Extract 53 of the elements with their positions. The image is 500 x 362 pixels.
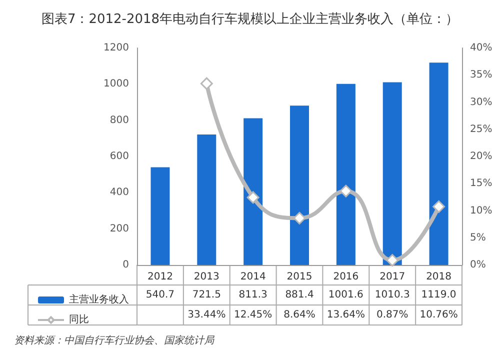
x-tick-label: 2012: [147, 272, 173, 282]
bar: [197, 134, 216, 265]
bar: [244, 118, 263, 265]
y2-tick-label: 20%: [470, 151, 492, 162]
y-tick-label: 1000: [104, 78, 129, 90]
x-tick-label: 2015: [286, 272, 312, 282]
data-label: 540.7: [146, 290, 175, 300]
legend-label: 主营业务收入: [69, 294, 129, 306]
y-tick-label: 800: [110, 114, 129, 126]
data-label: 12.45%: [234, 310, 272, 320]
y2-tick-label: 0%: [470, 260, 486, 270]
y2-tick-label: 10%: [470, 205, 492, 216]
y-tick-label: 200: [110, 223, 129, 234]
data-label: 1001.6: [328, 290, 364, 300]
x-tick-label: 2018: [426, 272, 452, 282]
text: 资料来源：中国自行车行业协会、国家统计局: [14, 334, 215, 346]
y-tick-label: 600: [110, 151, 129, 162]
y-tick-label: 0: [122, 260, 129, 270]
y-tick-label: 400: [110, 187, 129, 198]
y-tick-label: 1200: [104, 42, 129, 54]
data-label: 33.44%: [188, 310, 226, 320]
point: [386, 254, 399, 267]
y2-tick-label: 35%: [470, 70, 492, 81]
data-label: 881.4: [285, 290, 314, 300]
y2-tick-label: 5%: [470, 232, 486, 244]
data-label: 10.76%: [420, 310, 458, 320]
chart-title: 图表7：2012-2018年电动自行车规模以上企业主营业务收入（单位：）: [41, 11, 459, 27]
data-label: 8.64%: [284, 310, 316, 320]
data-label: 811.3: [238, 290, 268, 300]
bar: [290, 106, 309, 265]
y2-tick-label: 25%: [470, 124, 492, 135]
point: [432, 200, 446, 213]
x-tick-label: 2013: [194, 272, 220, 282]
data-label: 13.64%: [326, 310, 365, 320]
y2-tick-label: 30%: [470, 96, 492, 108]
point: [293, 212, 306, 224]
data-label: 1119.0: [421, 290, 456, 300]
x-tick-label: 2014: [240, 272, 266, 282]
legend-label: 同比: [69, 314, 89, 326]
bar: [150, 167, 170, 265]
data-label: 0.87%: [376, 310, 408, 320]
y2-tick-label: 40%: [470, 42, 492, 54]
point: [200, 77, 213, 90]
data-label: 721.5: [192, 290, 221, 300]
x-tick-label: 2017: [380, 272, 406, 282]
x-tick-label: 2016: [333, 272, 359, 282]
bar: [382, 82, 402, 265]
point: [246, 191, 260, 204]
y2-tick-label: 15%: [470, 178, 492, 190]
data-label: 1010.3: [374, 290, 410, 300]
bar: [336, 84, 356, 265]
bar: [429, 62, 448, 265]
point: [340, 184, 352, 198]
